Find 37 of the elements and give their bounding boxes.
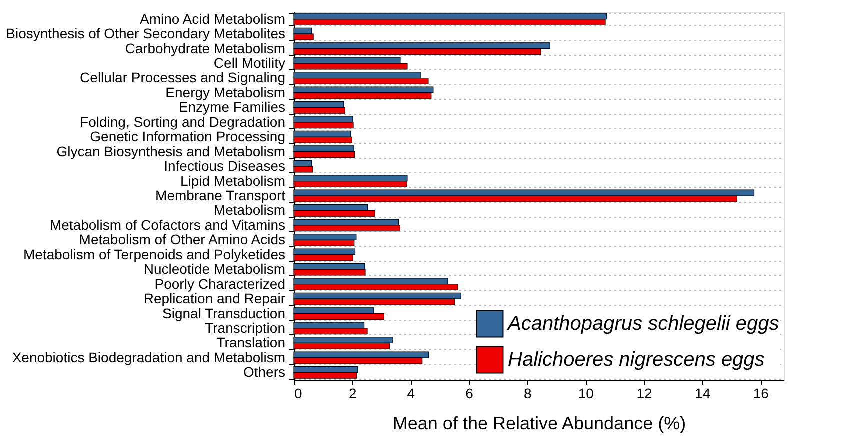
y-tick-label: Membrane Transport	[156, 188, 286, 204]
y-tick-label: Folding, Sorting and Degradation	[80, 114, 286, 130]
y-tick-label: Transcription	[205, 320, 286, 336]
y-tick-label: Metabolism of Other Amino Acids	[79, 232, 286, 248]
y-tick-label: Infectious Diseases	[164, 158, 286, 174]
x-tick-label: 12	[636, 386, 652, 402]
y-tick-label: Genetic Information Processing	[90, 128, 286, 145]
y-tick-label: Enzyme Families	[178, 99, 286, 116]
y-tick-label: Cell Motility	[214, 55, 286, 72]
y-tick-label: Xenobiotics Biodegradation and Metabolism	[12, 349, 286, 366]
legend-label: Acanthopagrus schlegelii eggs	[507, 313, 780, 335]
x-tick-label: 14	[695, 386, 711, 402]
x-tick-label: 4	[407, 386, 416, 402]
y-tick-label: Lipid Metabolism	[180, 172, 286, 189]
y-tick-label: Energy Metabolism	[166, 84, 286, 100]
y-tick-label: Glycan Biosynthesis and Metabolism	[56, 143, 286, 160]
y-tick-label: Others	[243, 364, 286, 380]
x-tick-label: 10	[578, 386, 594, 402]
y-tick-label: Poorly Characterized	[154, 276, 286, 292]
x-tick-label: 6	[466, 386, 474, 402]
y-tick-label: Cellular Processes and Signaling	[80, 70, 286, 86]
y-tick-label: Metabolism of Terpenoids and Polyketides	[23, 246, 286, 262]
x-axis-title: Mean of the Relative Abundance (%)	[392, 414, 686, 434]
x-tick-label: 16	[753, 386, 770, 402]
y-tick-label: Metabolism	[214, 202, 286, 218]
x-tick-label: 8	[524, 386, 532, 402]
y-tick-label: Amino Acid Metabolism	[140, 10, 286, 27]
y-tick-label: Translation	[216, 334, 286, 351]
y-tick-label: Signal Transduction	[162, 305, 286, 322]
x-tick-label: 0	[294, 386, 302, 402]
y-tick-label: Metabolism of Cofactors and Vitamins	[50, 216, 286, 233]
y-tick-label: Nucleotide Metabolism	[144, 261, 286, 278]
y-tick-label: Replication and Repair	[144, 290, 286, 307]
y-tick-label: Carbohydrate Metabolism	[125, 40, 286, 56]
y-tick-label: Biosynthesis of Other Secondary Metabolites	[6, 26, 286, 42]
legend-label: Halichoeres nigrescens eggs	[508, 349, 765, 371]
x-tick-label: 2	[348, 386, 357, 402]
